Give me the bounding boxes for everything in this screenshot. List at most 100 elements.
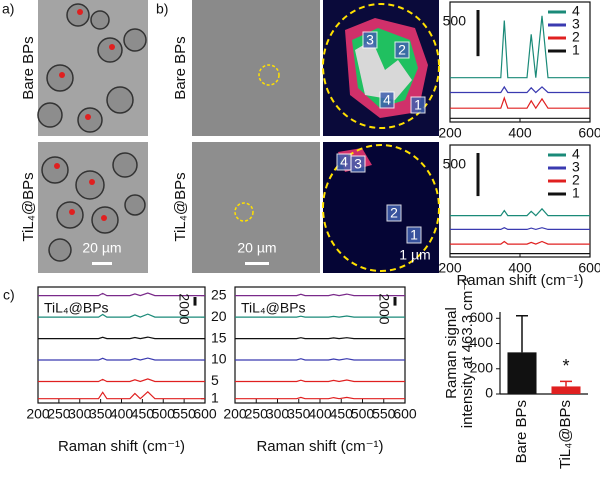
spectrum — [450, 240, 590, 245]
chart-title: TiL₄@BPs — [241, 300, 306, 316]
x-tick-label: 450 — [330, 406, 354, 422]
x-tick-label: 250 — [245, 406, 269, 422]
row-label: Bare BPs — [20, 36, 37, 99]
spectrum — [235, 358, 405, 361]
spectrum — [450, 227, 590, 231]
markers — [54, 9, 115, 221]
error-bar — [516, 315, 528, 353]
x-tick-label: 250 — [47, 406, 71, 422]
plot-frame — [449, 144, 591, 258]
heat — [355, 40, 412, 100]
error-bar — [560, 380, 572, 387]
map-label: 1 — [410, 227, 418, 243]
annotation: * — [562, 356, 569, 376]
x-tick-label: 300 — [68, 406, 92, 422]
label-box — [406, 226, 422, 244]
region — [322, 3, 440, 129]
micrograph — [192, 0, 320, 136]
scale-label: 20 µm — [237, 240, 276, 256]
legend-label: 2 — [572, 172, 580, 188]
label-box — [362, 31, 378, 49]
cells — [37, 3, 147, 262]
x-tick-label: 600 — [193, 406, 217, 422]
scale-bar — [245, 262, 269, 265]
row-label: Bare BPs — [172, 36, 189, 99]
spectrum — [450, 15, 590, 79]
y-tick-label: 25 — [211, 286, 227, 302]
panel-label: c) — [3, 287, 15, 303]
y-tick-label: 600 — [470, 309, 494, 325]
scale-label: 20 µm — [82, 240, 121, 256]
legend-label: 3 — [572, 159, 580, 175]
legend-label: 1 — [572, 185, 580, 201]
x-tick-label: 350 — [287, 406, 311, 422]
spectrum — [235, 379, 405, 383]
x-axis-label: Raman shift (cm⁻¹) — [58, 438, 185, 455]
x-tick-label: 300 — [266, 406, 290, 422]
map-label: 2 — [398, 42, 406, 58]
spectrum — [235, 315, 405, 318]
x-tick-label: 200 — [438, 125, 462, 141]
scale-label: 2000 — [176, 293, 192, 324]
row-label: TiL₄@BPs — [172, 172, 189, 241]
spectrum — [450, 85, 590, 94]
scale-bar — [92, 262, 112, 265]
micrograph — [192, 142, 320, 273]
legend-label: 2 — [572, 29, 580, 45]
map-label: 2 — [390, 205, 398, 221]
chart-title: TiL₄@BPs — [44, 300, 109, 316]
y-tick-label: 10 — [211, 351, 227, 367]
label-box — [410, 96, 426, 114]
region — [322, 144, 440, 272]
legend-label: 4 — [572, 146, 580, 162]
x-axis-label: Raman shift (cm⁻¹) — [456, 272, 583, 289]
y-tick-label: 200 — [470, 359, 494, 375]
map-label: 3 — [366, 32, 374, 48]
x-tick-label: 400 — [110, 406, 134, 422]
x-tick-label: 500 — [351, 406, 375, 422]
x-tick-label: 600 — [578, 125, 600, 141]
x-tick-label: 350 — [89, 406, 113, 422]
x-tick-label: 400 — [308, 406, 332, 422]
y-tick-label: 0 — [485, 385, 493, 401]
x-tick-label: 500 — [152, 406, 176, 422]
y-tick-label: 1 — [211, 389, 219, 405]
label-box — [394, 41, 410, 59]
x-tick-label: 200 — [223, 406, 247, 422]
x-tick-label: TiL₄@BPs — [557, 400, 574, 469]
y-tick-label: 20 — [211, 308, 227, 324]
selection — [258, 64, 280, 86]
map-label: 4 — [383, 92, 391, 108]
bar — [551, 386, 581, 394]
spectrum — [235, 293, 405, 297]
map-label: 3 — [354, 156, 362, 172]
spectrum — [235, 396, 405, 400]
panel-label: b) — [156, 1, 168, 17]
spectrum — [38, 292, 205, 297]
x-tick-label: 600 — [578, 260, 600, 276]
spectrum — [38, 357, 205, 361]
label-box — [386, 204, 402, 222]
x-tick-label: 200 — [438, 260, 462, 276]
plot-frame — [449, 1, 591, 123]
x-tick-label: Bare BPs — [513, 400, 530, 463]
bar — [507, 352, 537, 394]
x-tick-label: 400 — [508, 125, 532, 141]
selection — [234, 202, 254, 222]
x-axis-label: Raman shift (cm⁻¹) — [256, 438, 383, 455]
legend-label: 1 — [572, 42, 580, 58]
y-tick-label: 15 — [211, 329, 227, 345]
map-label: 1 — [414, 97, 422, 113]
spectrum — [38, 390, 205, 400]
x-tick-label: 400 — [508, 260, 532, 276]
y-axis-label: Raman signal — [443, 307, 460, 399]
x-tick-label: 550 — [172, 406, 196, 422]
spectrum — [38, 313, 205, 318]
y-tick-label: 5 — [211, 372, 219, 388]
x-tick-label: 550 — [372, 406, 396, 422]
scale-label: 1 µm — [399, 247, 430, 263]
label-box — [379, 91, 395, 109]
spectrum — [450, 96, 590, 110]
spectrum — [450, 207, 590, 217]
